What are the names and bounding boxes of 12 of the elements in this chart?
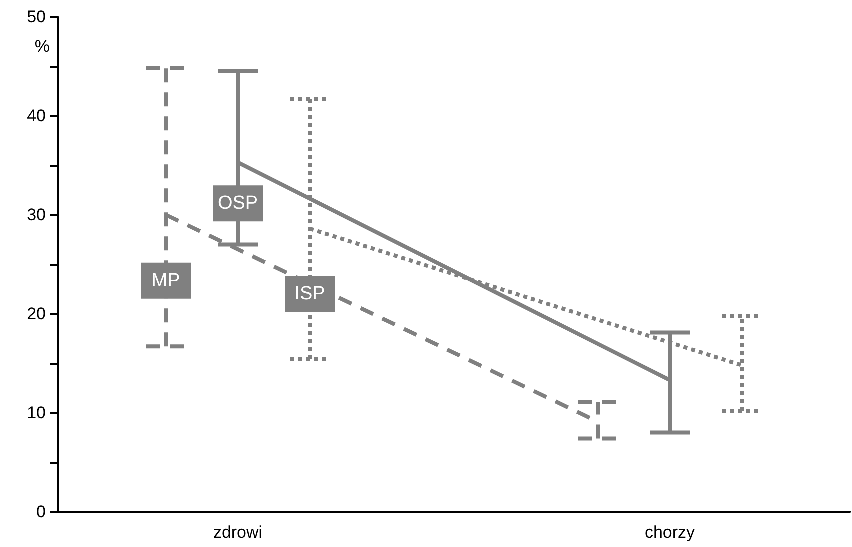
text: ISP	[294, 284, 326, 305]
y-tick-label: 20	[27, 304, 46, 324]
y-tick-label: 10	[27, 404, 46, 422]
y-tick-label: 50	[27, 8, 46, 26]
y-tick-label: 0	[36, 502, 46, 522]
text: MP	[152, 270, 180, 292]
y-tick-label: 30	[27, 206, 46, 224]
x-tick-label: zdrowi	[213, 523, 263, 542]
y-axis-title: %	[34, 37, 50, 56]
y-tick-label: 40	[27, 106, 46, 126]
series-label: OSP	[218, 193, 258, 214]
x-tick-label: chorzy	[644, 523, 696, 542]
